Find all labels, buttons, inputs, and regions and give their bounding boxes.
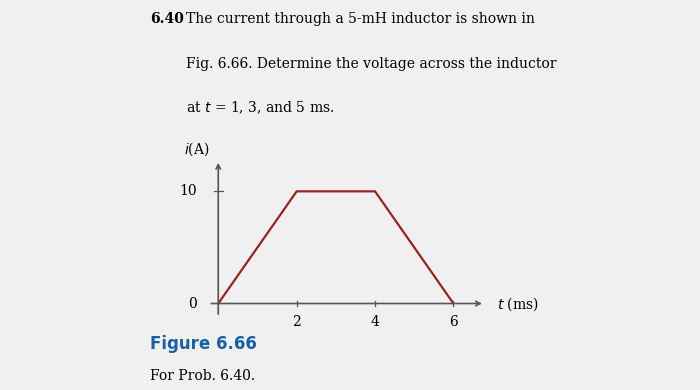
Text: $t$ (ms): $t$ (ms) — [496, 295, 538, 313]
Text: 10: 10 — [179, 184, 197, 199]
Text: 4: 4 — [370, 315, 379, 329]
Text: 6.40: 6.40 — [150, 12, 184, 26]
Text: 2: 2 — [293, 315, 301, 329]
Text: The current through a 5-mH inductor is shown in: The current through a 5-mH inductor is s… — [186, 12, 534, 26]
Text: Figure 6.66: Figure 6.66 — [150, 335, 258, 353]
Text: 0: 0 — [188, 296, 197, 310]
Text: $i$(A): $i$(A) — [184, 140, 209, 158]
Text: at $t$ = 1, 3, and 5 ms.: at $t$ = 1, 3, and 5 ms. — [186, 99, 334, 116]
Text: Fig. 6.66. Determine the voltage across the inductor: Fig. 6.66. Determine the voltage across … — [186, 57, 556, 71]
Text: For Prob. 6.40.: For Prob. 6.40. — [150, 369, 256, 383]
Text: 6: 6 — [449, 315, 458, 329]
